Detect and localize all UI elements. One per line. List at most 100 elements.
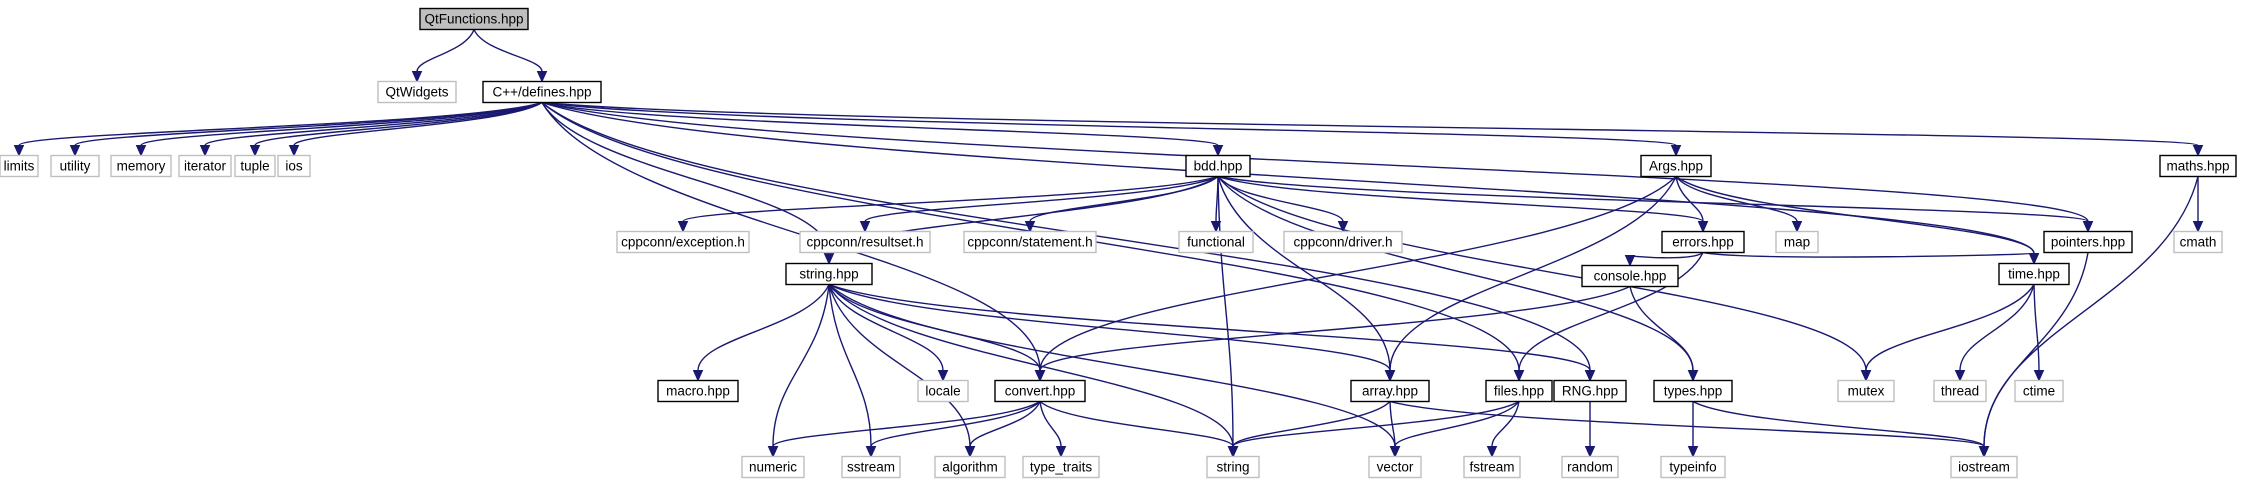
edge-line bbox=[1702, 251, 2035, 258]
edge-line bbox=[541, 101, 2199, 147]
node-converthpp[interactable]: convert.hpp bbox=[994, 379, 1086, 403]
edge-line bbox=[1675, 176, 1798, 222]
node-box bbox=[1463, 455, 1521, 479]
edge-defines-to-bddhpp bbox=[541, 101, 1224, 157]
node-label: limits bbox=[4, 159, 35, 174]
node-cppstmt: cppconn/statement.h bbox=[963, 230, 1097, 254]
edge-fileshpp-to-fstream bbox=[1486, 401, 1520, 458]
node-label: numeric bbox=[749, 460, 797, 475]
node-defines[interactable]: C++/defines.hpp bbox=[482, 80, 602, 104]
node-box bbox=[1661, 230, 1745, 254]
node-algorithm: algorithm bbox=[934, 455, 1006, 479]
node-box bbox=[1368, 455, 1422, 479]
edge-converthpp-to-sstream bbox=[865, 400, 1041, 458]
edge-line bbox=[18, 101, 543, 147]
edge-arrowhead bbox=[859, 221, 871, 233]
node-label: console.hpp bbox=[1594, 269, 1667, 284]
node-typeshpp[interactable]: types.hpp bbox=[1653, 379, 1733, 403]
node-consolehpp[interactable]: console.hpp bbox=[1581, 264, 1679, 288]
node-label: ios bbox=[285, 159, 303, 174]
edge-qtfunctions-to-defines bbox=[473, 29, 548, 83]
edge-line bbox=[1629, 251, 1704, 259]
edge-defines-to-ios bbox=[288, 101, 543, 157]
edge-stringhpp-to-algorithm bbox=[828, 284, 976, 458]
node-ios: ios bbox=[277, 154, 311, 178]
edge-arrowhead bbox=[823, 253, 835, 265]
edge-arrowhead bbox=[69, 145, 81, 157]
node-label: typeinfo bbox=[1669, 460, 1716, 475]
node-box bbox=[741, 455, 805, 479]
node-label: mutex bbox=[1848, 384, 1885, 399]
edge-arrowhead bbox=[1978, 446, 1990, 458]
edge-line bbox=[1029, 175, 1219, 222]
node-label: vector bbox=[1377, 460, 1414, 475]
node-box bbox=[963, 230, 1097, 254]
edge-defines-to-limits bbox=[13, 101, 543, 157]
node-cppdrv: cppconn/driver.h bbox=[1283, 230, 1403, 254]
edge-arrowhead bbox=[1227, 446, 1239, 458]
edge-arrayhpp-to-string bbox=[1227, 401, 1391, 458]
node-memory: memory bbox=[110, 154, 172, 178]
edge-line bbox=[828, 283, 1391, 371]
node-box bbox=[1837, 379, 1895, 403]
node-errorshpp[interactable]: errors.hpp bbox=[1661, 230, 1745, 254]
edge-arrowhead bbox=[692, 370, 704, 382]
edge-line bbox=[1675, 176, 1704, 222]
edge-line bbox=[1983, 252, 2089, 447]
edge-line bbox=[1217, 175, 1704, 223]
edge-line bbox=[969, 401, 1041, 447]
node-qtfunctions[interactable]: QtFunctions.hpp bbox=[419, 7, 529, 31]
node-tuple: tuple bbox=[234, 154, 276, 178]
node-bddhpp[interactable]: bdd.hpp bbox=[1185, 154, 1251, 178]
node-mathshpp[interactable]: maths.hpp bbox=[2159, 154, 2237, 178]
node-typetraits: type_traits bbox=[1022, 455, 1100, 479]
node-string: string bbox=[1206, 455, 1260, 479]
node-cmath: cmath bbox=[2173, 230, 2223, 254]
node-qtwidgets: QtWidgets bbox=[377, 80, 457, 104]
node-map: map bbox=[1775, 230, 1819, 254]
node-box bbox=[2014, 379, 2064, 403]
edge-line bbox=[1389, 401, 1396, 447]
file-nodes: QtFunctions.hpp QtWidgets C++/defines.hpp l… bbox=[0, 7, 2237, 479]
node-label: convert.hpp bbox=[1005, 384, 1076, 399]
edge-qtfunctions-to-qtwidgets bbox=[411, 29, 475, 83]
edge-defines-to-argshpp bbox=[541, 101, 1682, 157]
edge-typeshpp-to-typeinfo bbox=[1687, 401, 1699, 458]
node-box bbox=[1185, 154, 1251, 178]
edge-line bbox=[541, 101, 1219, 147]
node-box bbox=[657, 379, 739, 403]
edge-line bbox=[1629, 286, 1694, 371]
edge-line bbox=[541, 101, 1591, 371]
edge-errorshpp-to-consolehpp bbox=[1624, 251, 1704, 267]
node-timehpp[interactable]: time.hpp bbox=[1998, 262, 2070, 286]
node-label: thread bbox=[1941, 384, 1979, 399]
node-macrohpp[interactable]: macro.hpp bbox=[657, 379, 739, 403]
edge-line bbox=[682, 175, 1219, 223]
node-label: types.hpp bbox=[1664, 384, 1723, 399]
node-label: pointers.hpp bbox=[2051, 235, 2125, 250]
edge-arrowhead bbox=[2192, 221, 2204, 233]
node-argshpp[interactable]: Args.hpp bbox=[1640, 154, 1712, 178]
edge-line bbox=[74, 101, 543, 147]
node-box bbox=[1660, 455, 1726, 479]
node-box bbox=[277, 154, 311, 178]
node-stringhpp[interactable]: string.hpp bbox=[785, 262, 873, 286]
edge-line bbox=[1491, 401, 1520, 447]
node-fileshpp[interactable]: files.hpp bbox=[1485, 379, 1553, 403]
node-arrayhpp[interactable]: array.hpp bbox=[1350, 379, 1430, 403]
edge-line bbox=[293, 101, 543, 147]
edge-line bbox=[1232, 401, 1391, 447]
edge-line bbox=[1039, 400, 1234, 447]
edge-line bbox=[828, 284, 1234, 447]
edge-arrowhead bbox=[2082, 221, 2094, 233]
edge-arrowhead bbox=[1337, 221, 1349, 233]
edge-consolehpp-to-typeshpp bbox=[1629, 286, 1699, 382]
node-box bbox=[1933, 379, 1987, 403]
edge-line bbox=[473, 29, 543, 72]
node-label: maths.hpp bbox=[2166, 159, 2229, 174]
node-box bbox=[934, 455, 1006, 479]
node-pointershpp[interactable]: pointers.hpp bbox=[2043, 230, 2133, 254]
edge-line bbox=[1217, 176, 1694, 371]
node-rnghpp[interactable]: RNG.hpp bbox=[1553, 379, 1627, 403]
node-box bbox=[110, 154, 172, 178]
